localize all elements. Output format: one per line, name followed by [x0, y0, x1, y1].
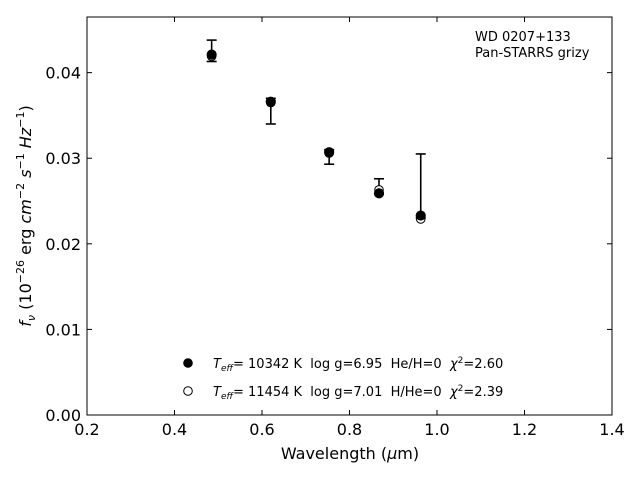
observed-error-bars [206, 39, 426, 219]
x-tick-label: 0.4 [162, 420, 187, 439]
legend-label-filled: Teff= 10342 K log g=6.95 He/H=0 χ2=2.60 [213, 356, 503, 374]
legend-label-open: Teff= 11454 K log g=7.01 H/He=0 χ2=2.39 [213, 384, 503, 402]
y-axis: 0.00 0.01 0.02 0.03 0.04 [45, 64, 612, 425]
legend: Teff= 10342 K log g=6.95 He/H=0 χ2=2.60 … [183, 356, 503, 402]
legend-marker-filled [183, 358, 193, 368]
y-tick-label: 0.00 [45, 406, 81, 425]
plot-frame [86, 16, 613, 416]
model-points [206, 49, 426, 224]
y-tick-label: 0.03 [45, 149, 81, 168]
y-tick-label: 0.04 [45, 64, 81, 83]
error-bar [415, 153, 426, 219]
y-tick-label: 0.02 [45, 235, 81, 254]
annotation-object-name: WD 0207+133 [475, 30, 571, 45]
x-tick-label: 1.0 [424, 420, 449, 439]
x-axis-label: Wavelength (μm) [281, 444, 419, 463]
point-filled [415, 210, 426, 221]
point-filled [206, 49, 217, 60]
x-tick-label: 1.2 [512, 420, 537, 439]
annotation-survey: Pan-STARRS grizy [475, 46, 590, 61]
legend-marker-open [183, 386, 193, 396]
point-filled [373, 188, 385, 199]
x-tick-label: 0.8 [337, 420, 362, 439]
x-axis: 0.2 0.4 0.6 0.8 1.0 1.2 1.4 [74, 17, 625, 439]
x-tick-label: 1.4 [599, 420, 624, 439]
y-tick-label: 0.01 [45, 320, 81, 339]
x-tick-label: 0.6 [249, 420, 274, 439]
point-filled [265, 96, 276, 107]
point-filled [324, 147, 335, 158]
x-tick-label: 0.2 [74, 420, 99, 439]
y-axis-label: fν (10−26 erg cm−2 s−1 Hz−1) [14, 105, 38, 326]
